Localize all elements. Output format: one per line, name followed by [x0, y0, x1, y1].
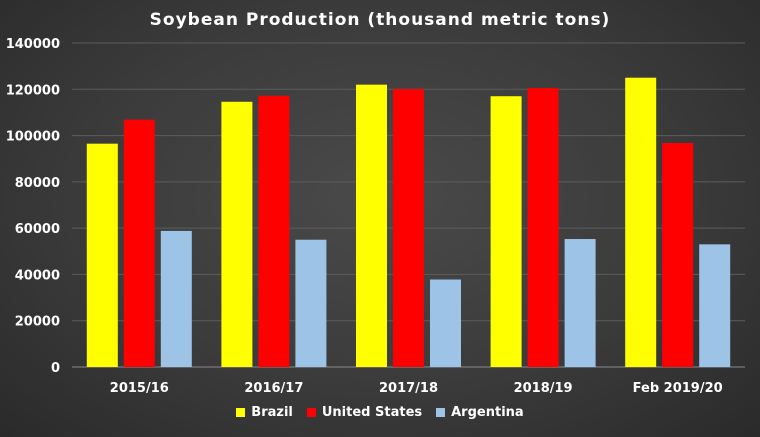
bar-united-states: [258, 95, 290, 367]
legend-swatch: [306, 408, 316, 417]
bar-argentina: [564, 239, 596, 367]
x-tick-label: 2016/17: [244, 381, 303, 396]
bar-united-states: [662, 142, 694, 367]
y-tick-label: 100000: [6, 130, 60, 145]
legend-swatch: [236, 408, 246, 417]
legend-item: Brazil: [236, 405, 293, 420]
x-tick-label: 2017/18: [379, 381, 438, 396]
bar-brazil: [221, 101, 253, 367]
x-tick-label: 2018/19: [514, 381, 573, 396]
bar-united-states: [123, 119, 155, 367]
x-tick-label: 2015/16: [110, 381, 169, 396]
y-tick-label: 40000: [15, 268, 60, 283]
bar-brazil: [625, 77, 657, 367]
bar-argentina: [160, 230, 192, 367]
y-tick-label: 20000: [15, 315, 60, 330]
legend-label: Brazil: [251, 405, 293, 420]
bar-argentina: [430, 279, 461, 367]
y-tick-label: 80000: [15, 176, 60, 191]
y-tick-label: 0: [51, 361, 60, 376]
y-tick-label: 60000: [15, 222, 60, 237]
bar-argentina: [699, 244, 731, 367]
bar-united-states: [527, 88, 559, 367]
bar-brazil: [356, 84, 387, 368]
x-tick-label: Feb 2019/20: [633, 381, 723, 396]
bar-united-states: [393, 89, 424, 367]
chart-title: Soybean Production (thousand metric tons…: [149, 10, 611, 30]
y-tick-label: 120000: [6, 83, 60, 98]
legend-swatch: [436, 408, 446, 417]
legend: Brazil United States Argentina: [0, 405, 760, 420]
legend-label: United States: [321, 405, 423, 420]
bar-brazil: [86, 143, 118, 367]
legend-item: Argentina: [436, 405, 524, 420]
legend-item: United States: [306, 405, 423, 420]
legend-label: Argentina: [451, 405, 524, 420]
y-tick-label: 140000: [6, 37, 60, 52]
bar-argentina: [295, 239, 327, 367]
bar-brazil: [490, 96, 522, 367]
